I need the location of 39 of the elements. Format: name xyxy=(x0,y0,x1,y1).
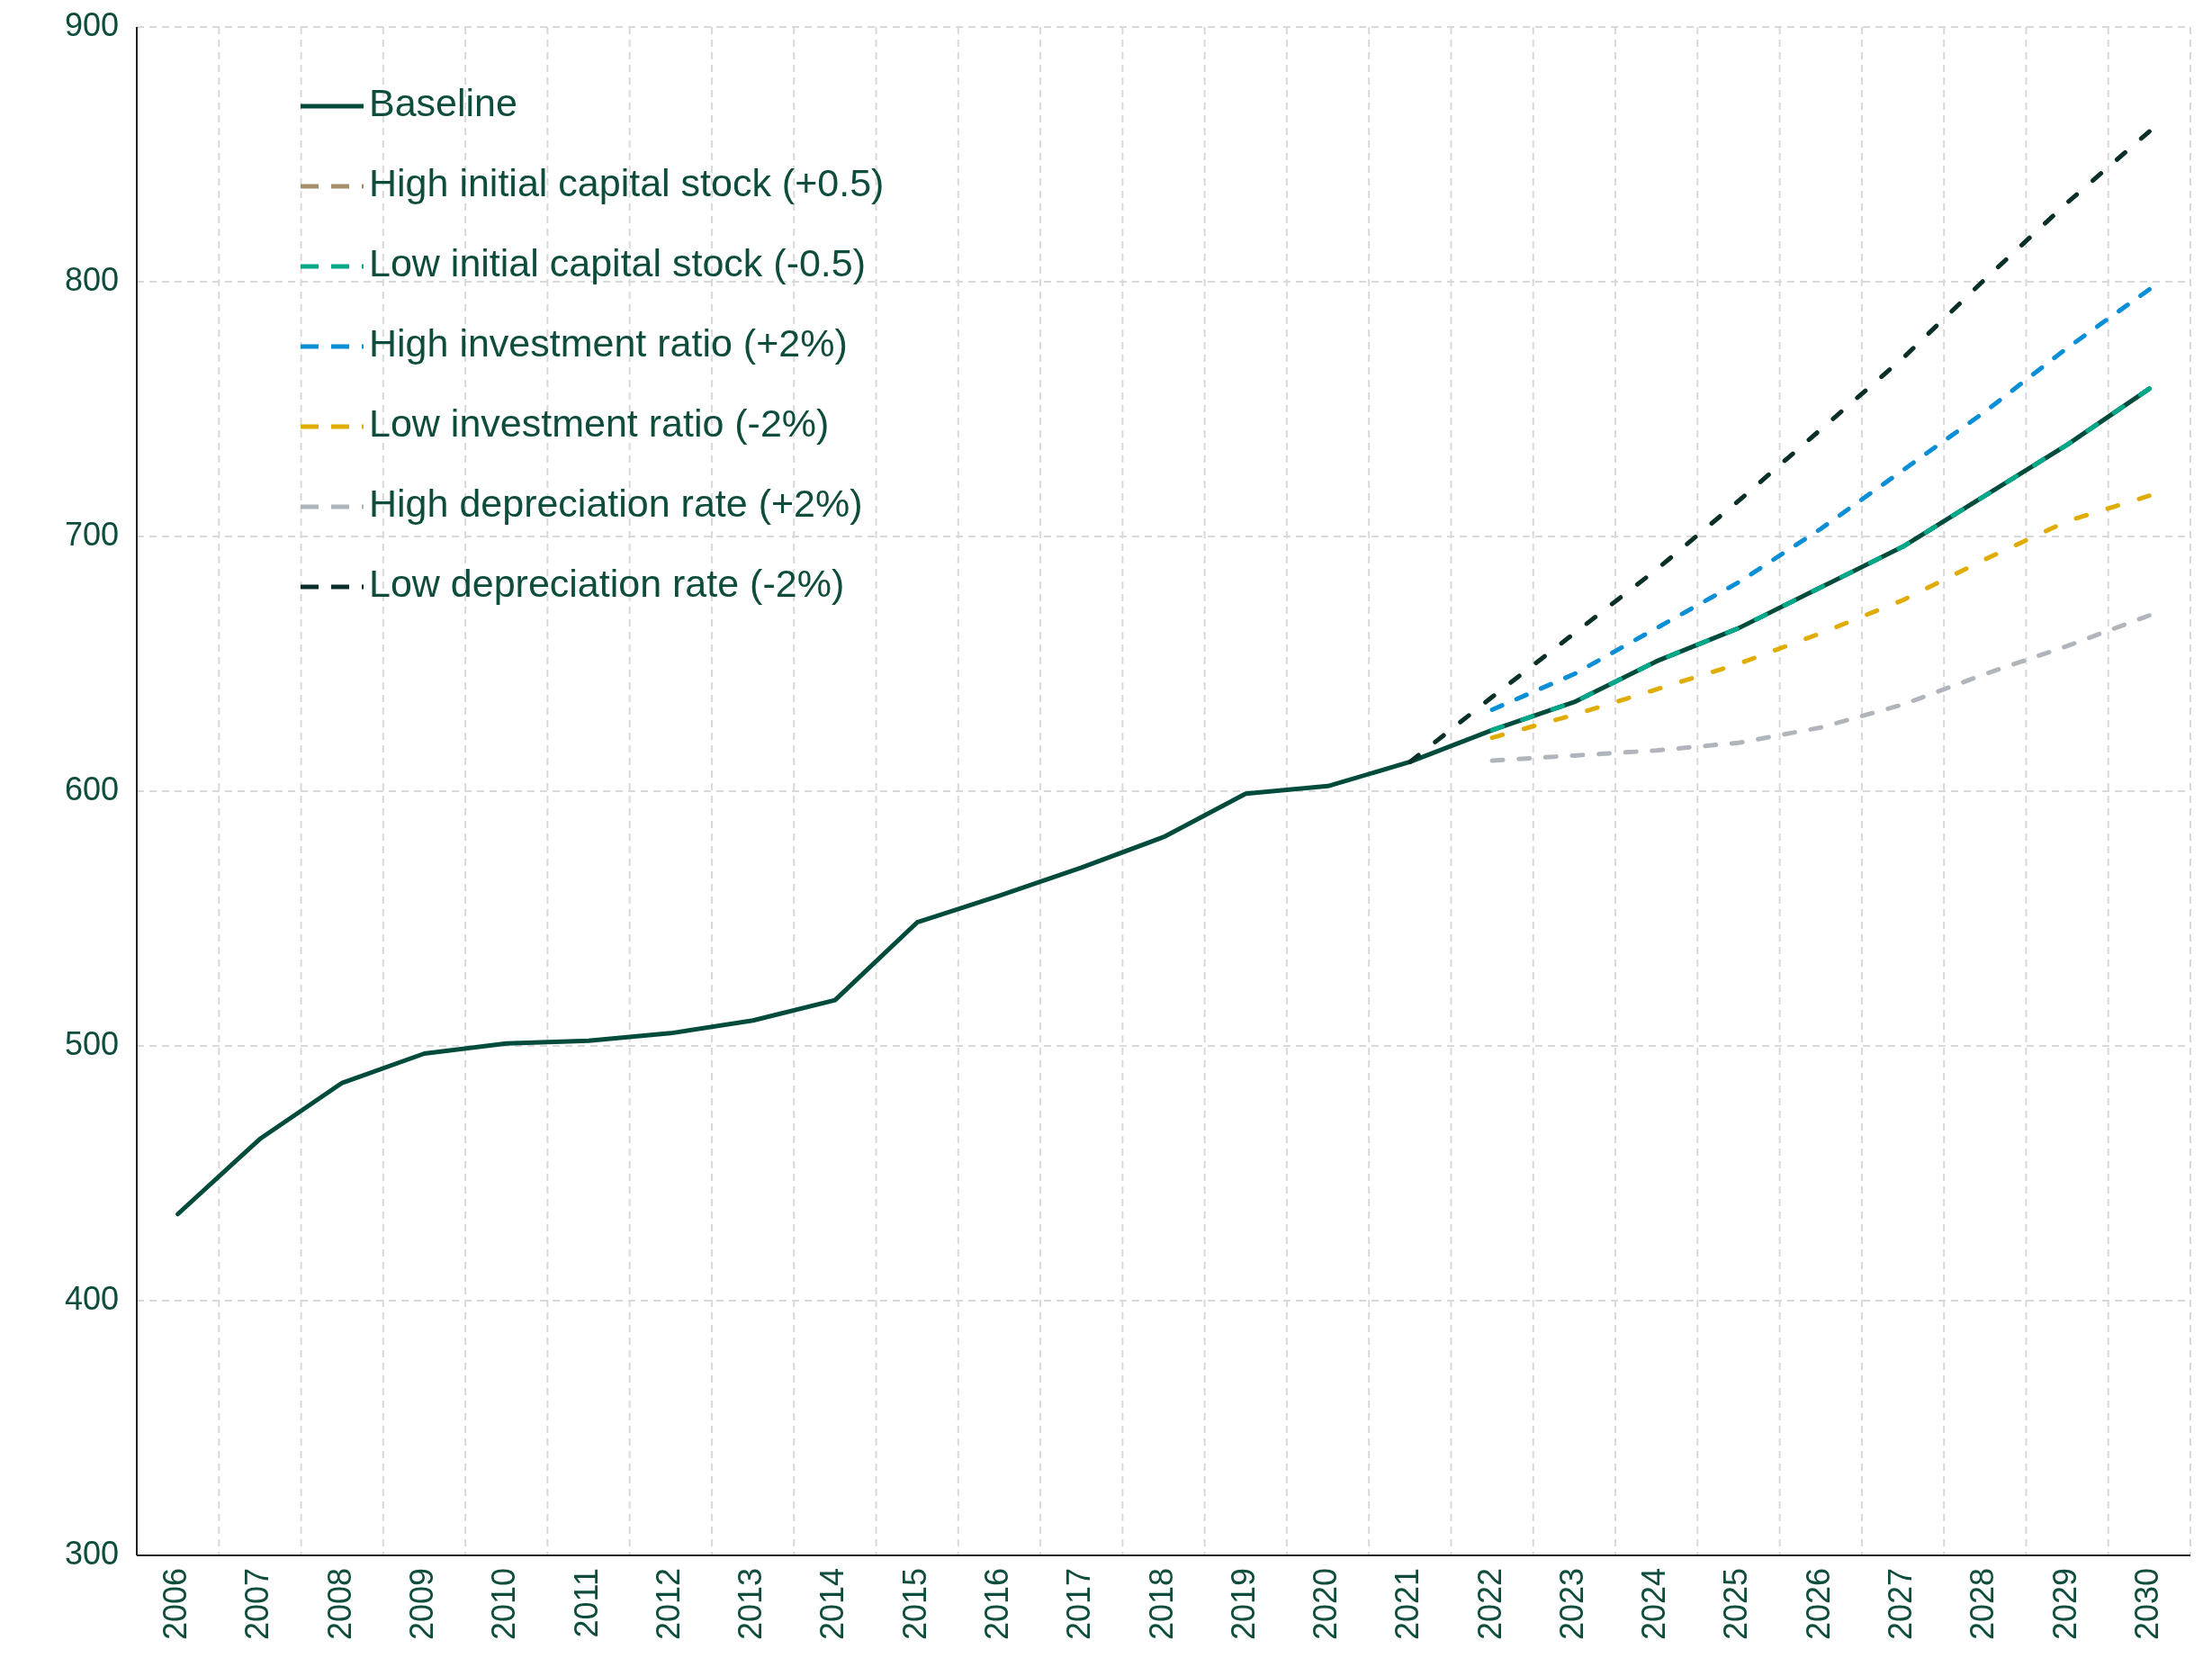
x-tick-label: 2029 xyxy=(2046,1568,2083,1641)
y-tick-label: 500 xyxy=(64,1024,119,1062)
legend-label: High initial capital stock (+0.5) xyxy=(369,161,885,205)
x-tick-label: 2014 xyxy=(814,1568,851,1641)
legend-label: High investment ratio (+2%) xyxy=(369,321,848,365)
y-tick-label: 900 xyxy=(64,5,119,43)
x-tick-label: 2024 xyxy=(1635,1568,1673,1641)
x-tick-label: 2019 xyxy=(1224,1568,1262,1641)
x-tick-label: 2010 xyxy=(485,1568,523,1641)
x-tick-label: 2028 xyxy=(1964,1568,2001,1641)
y-tick-label: 400 xyxy=(64,1279,119,1317)
y-tick-label: 300 xyxy=(64,1534,119,1572)
x-tick-label: 2020 xyxy=(1307,1568,1344,1641)
legend-label: Low initial capital stock (-0.5) xyxy=(369,241,867,285)
legend-label: Low investment ratio (-2%) xyxy=(369,401,830,446)
x-tick-label: 2009 xyxy=(403,1568,440,1641)
x-tick-label: 2007 xyxy=(238,1568,276,1641)
x-tick-label: 2025 xyxy=(1717,1568,1755,1641)
x-tick-label: 2022 xyxy=(1470,1568,1508,1641)
x-tick-label: 2030 xyxy=(2127,1568,2165,1641)
x-tick-label: 2013 xyxy=(732,1568,769,1641)
y-tick-label: 800 xyxy=(64,260,119,298)
x-tick-label: 2006 xyxy=(157,1568,194,1641)
x-tick-label: 2011 xyxy=(567,1568,605,1638)
legend-label: High depreciation rate (+2%) xyxy=(369,482,863,526)
x-tick-label: 2008 xyxy=(320,1568,358,1641)
x-tick-label: 2026 xyxy=(1799,1568,1837,1641)
x-tick-label: 2012 xyxy=(649,1568,687,1641)
x-tick-label: 2027 xyxy=(1882,1568,1920,1641)
x-tick-label: 2021 xyxy=(1389,1568,1426,1641)
x-tick-label: 2017 xyxy=(1060,1568,1098,1641)
legend-label: Low depreciation rate (-2%) xyxy=(369,562,845,606)
x-tick-label: 2023 xyxy=(1552,1568,1590,1641)
x-tick-label: 2015 xyxy=(895,1568,933,1641)
x-tick-label: 2018 xyxy=(1142,1568,1180,1641)
x-tick-label: 2016 xyxy=(977,1568,1015,1641)
y-tick-label: 700 xyxy=(64,515,119,553)
legend-label: Baseline xyxy=(369,81,517,125)
y-tick-label: 600 xyxy=(64,770,119,807)
